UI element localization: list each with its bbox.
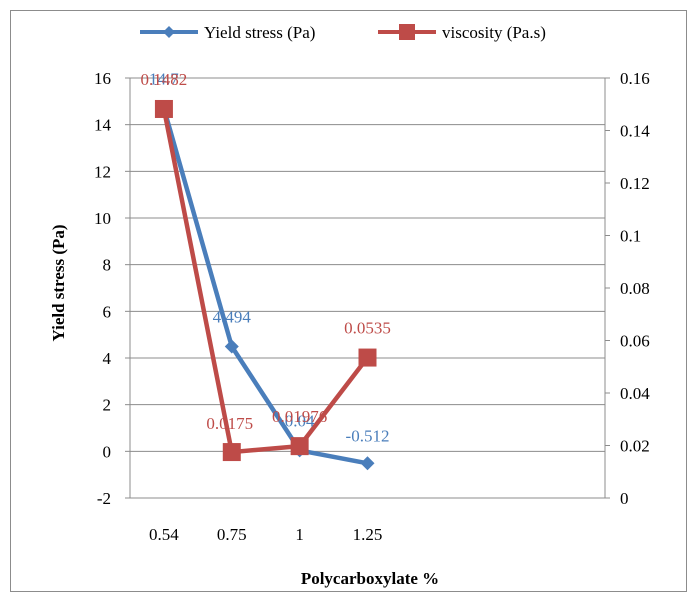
data-label: 14.7: [149, 69, 179, 88]
left-tick-label: 4: [103, 349, 112, 368]
right-tick-label: 0.02: [620, 437, 650, 456]
data-label: -0.512: [346, 426, 390, 445]
right-tick-label: 0.12: [620, 174, 650, 193]
left-tick-label: 6: [103, 302, 112, 321]
right-tick-label: 0.04: [620, 384, 650, 403]
left-tick-label: 14: [94, 116, 112, 135]
left-tick-label: 0: [103, 442, 112, 461]
chart-frame: [10, 10, 687, 592]
right-axis-ticks: 0 0.02 0.04 0.06 0.08 0.1 0.12 0.14 0.16: [605, 69, 650, 508]
left-axis-ticks: -2 0 2 4 6 8 10 12 14 16: [94, 69, 130, 508]
x-tick-label: 1: [295, 525, 304, 544]
legend-label: viscosity (Pa.s): [442, 23, 546, 42]
legend-swatch-marker: [163, 26, 175, 38]
legend-swatch-marker: [399, 24, 415, 40]
left-tick-label: 2: [103, 396, 112, 415]
left-tick-label: 8: [103, 256, 112, 275]
left-tick-label: -2: [97, 489, 111, 508]
x-tick-label: 0.75: [217, 525, 247, 544]
data-label: 4.494: [213, 307, 252, 326]
x-tick-label: 1.25: [353, 525, 383, 544]
data-point-square: [290, 437, 309, 456]
right-tick-label: 0.14: [620, 122, 650, 141]
data-point-square: [154, 99, 173, 118]
y-axis-title: Yield stress (Pa): [49, 224, 68, 341]
series-line: [161, 108, 370, 455]
data-label: 0.0175: [206, 414, 253, 433]
legend: Yield stress (Pa) viscosity (Pa.s): [140, 23, 546, 42]
data-point-square: [222, 443, 241, 462]
data-label: 0.0535: [344, 319, 391, 338]
series-line: [161, 107, 368, 466]
data-point-diamond: [224, 339, 239, 354]
left-tick-label: 12: [94, 162, 111, 181]
right-tick-label: 0.06: [620, 332, 650, 351]
left-tick-label: 16: [94, 69, 111, 88]
series-layer: [154, 99, 377, 471]
x-axis-ticks: 0.54 0.75 1 1.25: [149, 525, 382, 544]
data-labels-layer: 14.7 4.494 0.04 -0.512 0.1482 0.0175 0.01976 0.…: [141, 69, 391, 445]
right-tick-label: 0.16: [620, 69, 650, 88]
data-point-diamond: [360, 456, 375, 471]
right-tick-label: 0.1: [620, 227, 641, 246]
right-tick-label: 0: [620, 489, 629, 508]
right-tick-label: 0.08: [620, 279, 650, 298]
legend-label: Yield stress (Pa): [204, 23, 315, 42]
x-axis-title: Polycarboxylate %: [301, 569, 439, 588]
data-label: 0.04: [285, 411, 315, 430]
x-tick-label: 0.54: [149, 525, 179, 544]
data-label: 0.01976: [272, 407, 327, 426]
data-point-square: [358, 348, 377, 367]
data-label: 0.1482: [141, 70, 188, 89]
left-tick-label: 10: [94, 209, 111, 228]
